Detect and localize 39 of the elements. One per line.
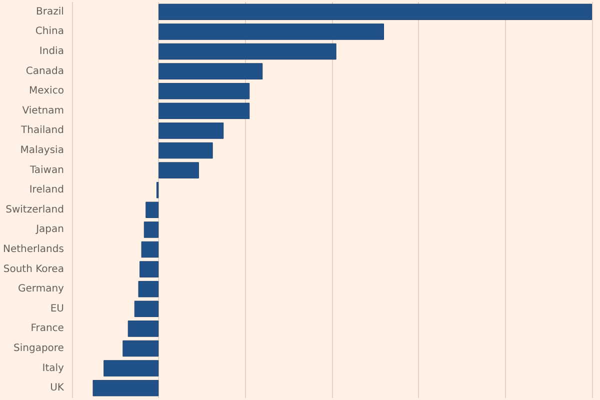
y-tick-label: Vietnam bbox=[22, 105, 64, 116]
y-tick-label: Netherlands bbox=[2, 244, 64, 255]
y-tick-label: Mexico bbox=[29, 86, 64, 97]
y-tick-label: Thailand bbox=[20, 125, 64, 136]
bar bbox=[146, 202, 159, 218]
y-tick-label: Italy bbox=[42, 362, 64, 374]
bar bbox=[158, 122, 224, 139]
y-tick-label: Brazil bbox=[36, 6, 64, 18]
bar bbox=[158, 162, 199, 178]
bar bbox=[144, 222, 159, 238]
bar bbox=[134, 300, 159, 318]
y-tick-label: Taiwan bbox=[28, 164, 64, 176]
bar bbox=[140, 261, 159, 278]
bar bbox=[122, 340, 159, 357]
bar bbox=[158, 63, 263, 80]
bar bbox=[158, 43, 336, 60]
bar bbox=[128, 320, 159, 337]
y-tick-label: Singapore bbox=[14, 343, 64, 354]
bar bbox=[158, 142, 213, 159]
bar bbox=[104, 360, 159, 376]
bar bbox=[138, 280, 159, 298]
y-tick-label: Canada bbox=[26, 66, 64, 77]
y-tick-label: South Korea bbox=[3, 264, 64, 275]
y-tick-label: Germany bbox=[18, 284, 64, 295]
bar bbox=[92, 380, 159, 396]
y-tick-label: Japan bbox=[35, 224, 64, 236]
bar bbox=[158, 82, 250, 100]
y-tick-label: UK bbox=[50, 382, 64, 394]
y-tick-label: Malaysia bbox=[20, 145, 64, 156]
y-tick-label: EU bbox=[50, 303, 64, 314]
y-tick-label: Switzerland bbox=[6, 204, 64, 216]
y-tick-label: Ireland bbox=[29, 184, 64, 196]
bar bbox=[158, 4, 592, 20]
bar bbox=[158, 102, 250, 120]
bar bbox=[158, 24, 384, 40]
y-tick-label: France bbox=[30, 323, 64, 334]
bar bbox=[141, 241, 159, 258]
y-tick-label: India bbox=[39, 46, 64, 57]
y-tick-label: China bbox=[35, 26, 64, 38]
